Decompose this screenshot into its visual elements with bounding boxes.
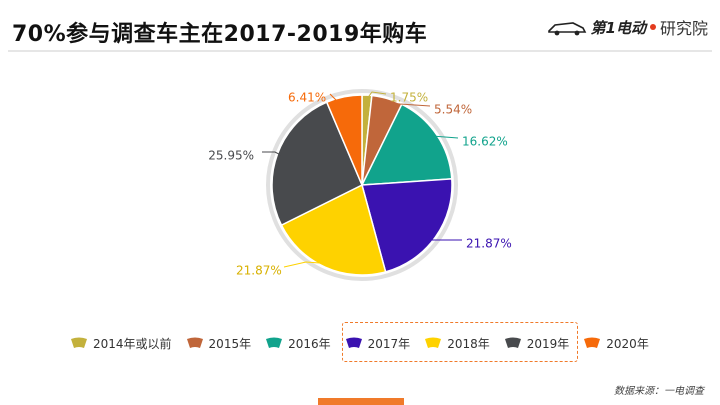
legend-item-5: 2019年 <box>504 335 570 352</box>
legend-swatch-icon <box>71 337 87 348</box>
legend-item-1: 2015年 <box>186 335 252 352</box>
leader-line-3 <box>429 234 462 241</box>
leader-line-5 <box>262 151 282 156</box>
legend-item-4: 2018年 <box>424 335 490 352</box>
highlight-box <box>342 322 578 362</box>
page-title: 70%参与调查车主在2017-2019年购车 <box>12 22 428 47</box>
data-label-1: 5.54% <box>434 103 472 117</box>
leader-line-2 <box>430 135 459 139</box>
car-icon <box>547 22 586 36</box>
leader-line-4 <box>283 261 327 268</box>
legend-label: 2015年 <box>208 336 252 351</box>
legend-label: 2014年或以前 <box>93 336 172 351</box>
header-divider <box>8 50 712 52</box>
data-label-0: 1.75% <box>390 91 428 105</box>
leader-line-0 <box>366 91 387 100</box>
legend-swatch-icon <box>584 337 601 348</box>
legend-item-2: 2016年 <box>265 335 331 352</box>
legend: 2014年或以前 2015年 2016年 2017年 2018年 2019年 2020年 <box>70 334 649 352</box>
legend-swatch-icon <box>504 337 521 348</box>
legend-label: 2018年 <box>447 336 490 351</box>
pie-outer-ring <box>266 89 458 281</box>
data-label-6: 6.41% <box>288 91 326 105</box>
leader-line-6 <box>329 93 345 102</box>
bottom-accent-bar <box>318 398 404 405</box>
legend-label: 2016年 <box>288 336 331 351</box>
leader-line-1 <box>386 101 431 107</box>
pie-slice-3 <box>361 178 453 273</box>
legend-swatch-icon <box>266 337 283 348</box>
data-label-4: 21.87% <box>236 264 282 278</box>
legend-swatch-icon <box>425 337 442 348</box>
data-label-3: 21.87% <box>466 237 512 251</box>
legend-swatch-icon <box>345 337 362 348</box>
legend-label: 2019年 <box>526 336 570 351</box>
pie-slice-6 <box>325 94 363 186</box>
brand-name: 第1电动 <box>590 18 646 37</box>
legend-item-3: 2017年 <box>345 335 411 352</box>
data-source: 数据来源：一电调查 <box>614 386 704 397</box>
legend-item-0: 2014年或以前 <box>70 335 172 352</box>
brand-dot-icon <box>649 24 656 30</box>
brand-logo: 第1电动 研究院 <box>547 14 708 40</box>
pie-slice-2 <box>360 103 453 186</box>
legend-swatch-icon <box>186 337 203 348</box>
data-label-2: 16.62% <box>462 135 508 149</box>
legend-label: 2020年 <box>606 336 649 351</box>
legend-item-6: 2020年 <box>583 335 649 352</box>
data-label-5: 25.95% <box>208 149 254 163</box>
legend-label: 2017年 <box>367 336 411 351</box>
pie-slice-4 <box>280 183 387 276</box>
brand-suffix: 研究院 <box>659 19 708 38</box>
